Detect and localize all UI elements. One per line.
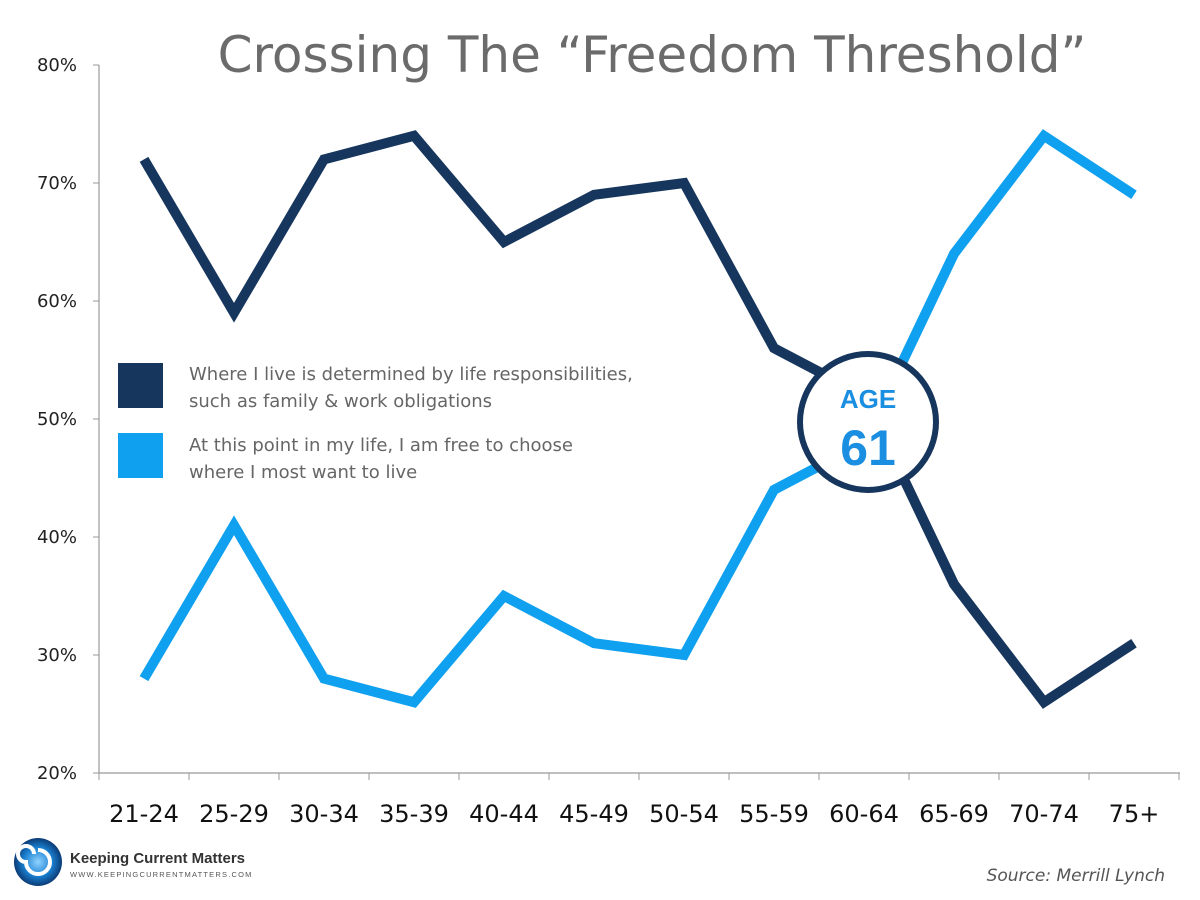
series-line-0 — [139, 130, 1137, 709]
legend-swatch-free-to-choose — [118, 433, 163, 478]
source-note: Source: Merrill Lynch — [987, 866, 1165, 886]
legend-label: where I most want to live — [189, 462, 417, 483]
legend-label: such as family & work obligations — [189, 391, 492, 412]
y-tick-label: 40% — [37, 527, 77, 548]
logo-swirl-detail — [16, 844, 52, 876]
x-tick-label: 40-44 — [469, 800, 539, 828]
axes: 20% 30% 40% 50% 60% 70% 80% 21-24 25-29 30-34 35-3… — [37, 55, 1180, 828]
x-tick-label: 45-49 — [559, 800, 629, 828]
y-tick-label: 50% — [37, 409, 77, 430]
x-tick-label: 25-29 — [199, 800, 269, 828]
y-tick-label: 20% — [37, 763, 77, 784]
y-tick-label: 30% — [37, 645, 77, 666]
x-tick-label: 50-54 — [649, 800, 719, 828]
series-line-1 — [139, 129, 1137, 708]
y-tick-label: 60% — [37, 291, 77, 312]
x-tick-label: 21-24 — [109, 800, 179, 828]
annotation-label: AGE — [840, 384, 896, 414]
x-tick-label: 60-64 — [829, 800, 899, 828]
series-lines — [139, 129, 1137, 709]
legend-swatch-responsibilities — [118, 363, 163, 408]
y-tick-label: 80% — [37, 55, 77, 76]
x-tick-label: 70-74 — [1009, 800, 1079, 828]
logo: Keeping Current Matters WWW.KEEPINGCURRE… — [14, 838, 253, 886]
logo-name: Keeping Current Matters — [70, 850, 245, 867]
logo-url: WWW.KEEPINGCURRENTMATTERS.COM — [70, 870, 253, 879]
x-tick-label: 30-34 — [289, 800, 359, 828]
x-tick-label: 35-39 — [379, 800, 449, 828]
y-tick-label: 70% — [37, 173, 77, 194]
legend: Where I live is determined by life respo… — [118, 363, 633, 483]
age-annotation: AGE 61 — [797, 351, 939, 493]
annotation-circle — [797, 351, 939, 493]
chart-title: Crossing The “Freedom Threshold” — [218, 26, 1087, 84]
x-tick-label: 55-59 — [739, 800, 809, 828]
legend-label: At this point in my life, I am free to c… — [189, 435, 573, 456]
x-tick-label: 75+ — [1109, 800, 1160, 828]
x-tick-label: 65-69 — [919, 800, 989, 828]
logo-swirl-icon — [14, 838, 62, 886]
legend-label: Where I live is determined by life respo… — [189, 364, 633, 385]
annotation-value: 61 — [840, 420, 896, 476]
